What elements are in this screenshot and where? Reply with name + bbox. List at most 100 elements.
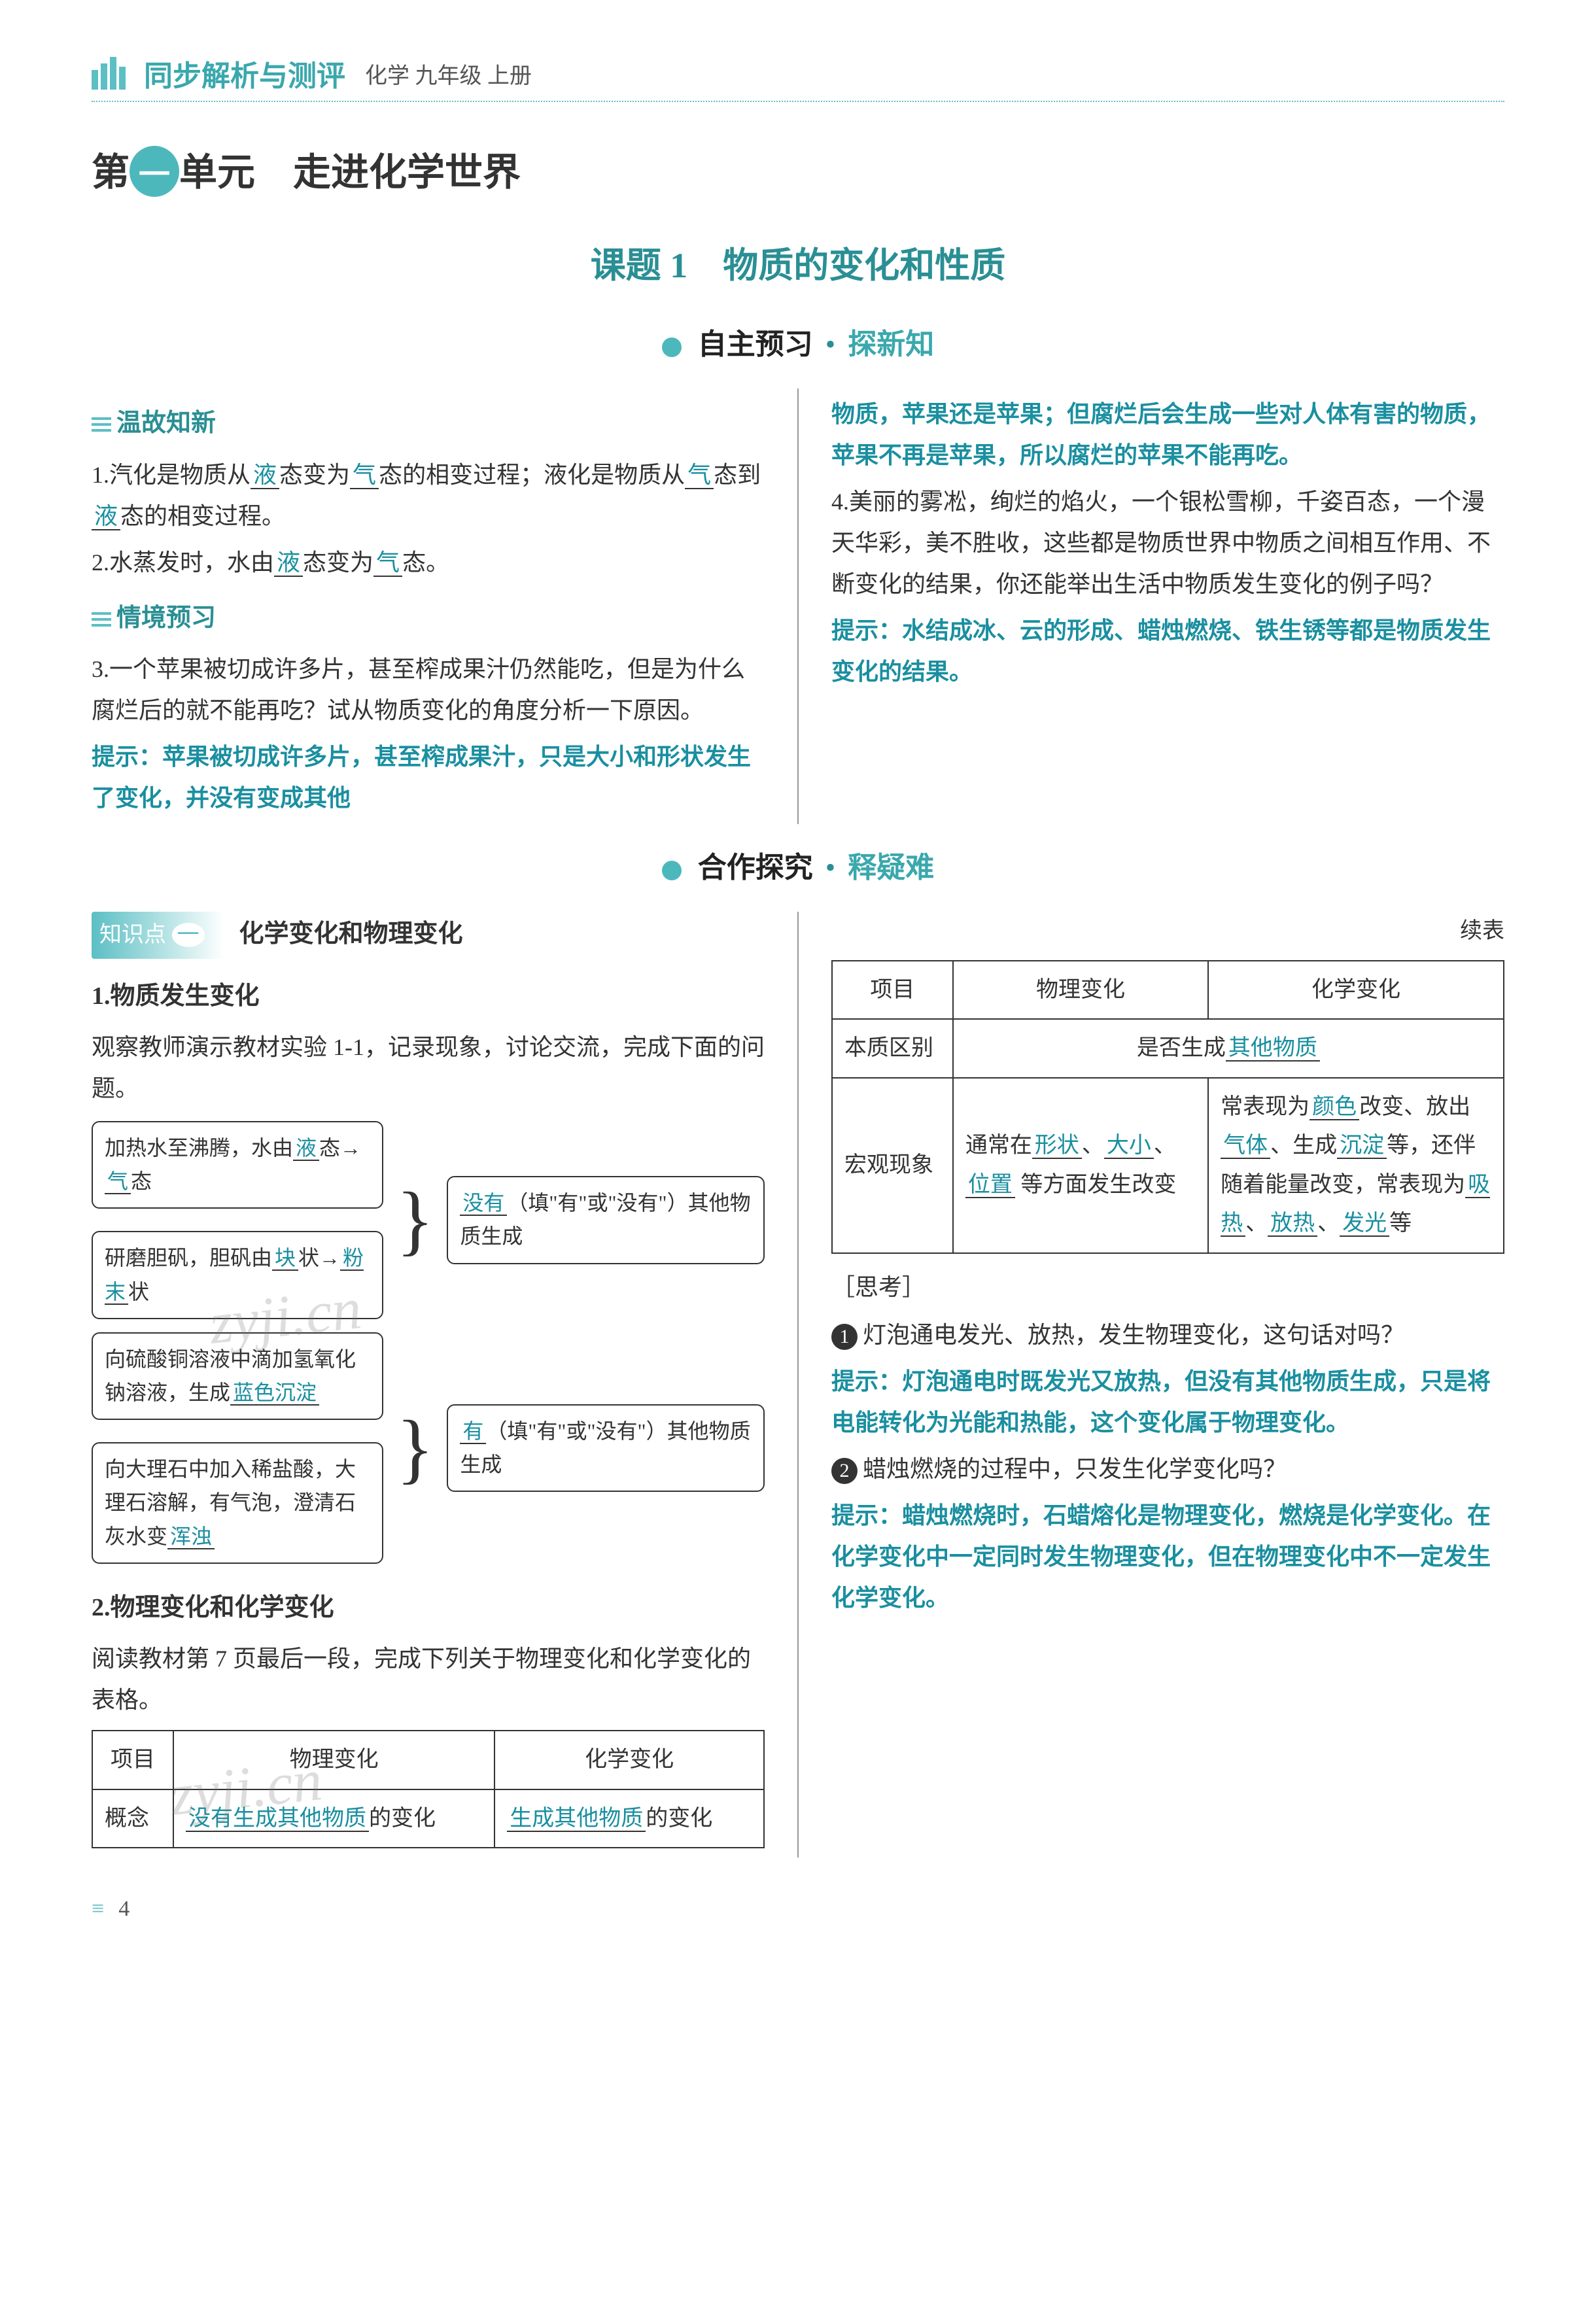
td-physical-concept: 没有生成其他物质的变化 bbox=[173, 1789, 494, 1848]
blank: 气 bbox=[685, 462, 714, 489]
q3: 3.一个苹果被切成许多片，甚至榨成果汁仍然能吃，但是为什么腐烂后的就不能再吃？试… bbox=[92, 649, 765, 731]
blank: 沉淀 bbox=[1337, 1133, 1387, 1159]
td-macro-physical: 通常在形状、大小、位置 等方面发生改变 bbox=[953, 1078, 1208, 1253]
blank: 生成其他物质 bbox=[507, 1806, 646, 1832]
coop-col-left: 知识点 一 化学变化和物理变化 1.物质发生变化 观察教师演示教材实验 1-1，… bbox=[92, 912, 765, 1857]
column-divider bbox=[797, 389, 799, 824]
q4-hint: 提示：水结成冰、云的形成、蜡烛燃烧、铁生锈等都是物质发生变化的结果。 bbox=[831, 610, 1504, 693]
blank: 块 bbox=[272, 1246, 298, 1271]
blank: 其他物质 bbox=[1226, 1036, 1320, 1062]
page-header: 同步解析与测评 化学 九年级 上册 bbox=[92, 52, 1504, 102]
coop-columns: 知识点 一 化学变化和物理变化 1.物质发生变化 观察教师演示教材实验 1-1，… bbox=[92, 912, 1504, 1857]
sub2-text: 阅读教材第 7 页最后一段，完成下列关于物理变化和化学变化的表格。 bbox=[92, 1638, 765, 1721]
unit-badge: 一 bbox=[130, 146, 179, 197]
blank: 颜色 bbox=[1310, 1095, 1359, 1120]
th-chemical: 化学变化 bbox=[494, 1731, 764, 1789]
blank: 形状 bbox=[1032, 1133, 1082, 1159]
blank: 气 bbox=[105, 1169, 131, 1194]
th-item: 项目 bbox=[92, 1731, 173, 1789]
blank: 浑浊 bbox=[167, 1525, 215, 1549]
unit-title: 第一单元 走进化学世界 bbox=[92, 141, 1504, 197]
q1: 1.汽化是物质从液态变为气态的相变过程；液化是物质从气态到液态的相变过程。 bbox=[92, 455, 765, 537]
think-q1: 1灯泡通电发光、放热，发生物理变化，这句话对吗？ bbox=[831, 1315, 1504, 1356]
sub1-text: 观察教师演示教材实验 1-1，记录现象，讨论交流，完成下面的问题。 bbox=[92, 1027, 765, 1109]
sep-dot: • bbox=[825, 328, 835, 360]
subject-info: 化学 九年级 上册 bbox=[365, 58, 532, 90]
blank: 蓝色沉淀 bbox=[230, 1381, 319, 1406]
think-q2-hint: 提示：蜡烛燃烧时，石蜡熔化是物理变化，燃烧是化学变化。在化学变化中一定同时发生物… bbox=[831, 1495, 1504, 1619]
q4: 4.美丽的雾凇，绚烂的焰火，一个银松雪柳，千姿百态，一个漫天华彩，美不胜收，这些… bbox=[831, 481, 1504, 605]
bars-icon: ≡ bbox=[92, 1897, 107, 1921]
flow-result-1: 没有（填"有"或"没有"）其他物质生成 bbox=[447, 1176, 765, 1264]
bracket-icon: } bbox=[396, 1181, 434, 1259]
series-title: 同步解析与测评 bbox=[144, 52, 345, 94]
blank: 有 bbox=[460, 1419, 486, 1444]
td-concept: 概念 bbox=[92, 1789, 173, 1848]
flow-box-1: 加热水至沸腾，水由液态→气态 bbox=[92, 1121, 383, 1209]
sec1-left: 自主预习 bbox=[698, 328, 813, 360]
td-chemical-concept: 生成其他物质的变化 bbox=[494, 1789, 764, 1848]
table-row: 宏观现象 通常在形状、大小、位置 等方面发生改变 常表现为颜色改变、放出气体、生… bbox=[832, 1078, 1504, 1253]
blank: 发光 bbox=[1340, 1211, 1389, 1237]
unit-suffix: 单元 走进化学世界 bbox=[179, 151, 521, 194]
think-q1-hint: 提示：灯泡通电时既发光又放热，但没有其他物质生成，只是将电能转化为光能和热能，这… bbox=[831, 1361, 1504, 1443]
dot-icon bbox=[662, 861, 682, 880]
blank: 气 bbox=[373, 549, 402, 577]
blank: 液 bbox=[293, 1136, 319, 1161]
circled-1: 1 bbox=[831, 1324, 858, 1350]
th-chemical: 化学变化 bbox=[1208, 961, 1504, 1020]
books-icon bbox=[92, 57, 131, 90]
flow-box-2: 研磨胆矾，胆矾由块状→粉末状 bbox=[92, 1231, 383, 1319]
blank: 没有生成其他物质 bbox=[186, 1806, 369, 1832]
think-label: ［思考］ bbox=[831, 1267, 1504, 1308]
flow-box-4: 向大理石中加入稀盐酸，大理石溶解，有气泡，澄清石灰水变浑浊 bbox=[92, 1442, 383, 1564]
review-tag: 温故知新 bbox=[92, 402, 765, 445]
sub2: 2.物理变化和化学变化 bbox=[92, 1586, 765, 1630]
table-row: 本质区别 是否生成其他物质 bbox=[832, 1019, 1504, 1078]
flow-group-1: 加热水至沸腾，水由液态→气态 研磨胆矾，胆矾由块状→粉末状 } 没有（填"有"或… bbox=[92, 1114, 765, 1326]
unit-prefix: 第 bbox=[92, 151, 130, 194]
flow-box-3: 向硫酸铜溶液中滴加氢氧化钠溶液，生成蓝色沉淀 bbox=[92, 1332, 383, 1420]
page-number: ≡4 bbox=[92, 1897, 1504, 1922]
q3-hint-a: 提示：苹果被切成许多片，甚至榨成果汁，只是大小和形状发生了变化，并没有变成其他 bbox=[92, 736, 765, 819]
lesson-title: 课题 1 物质的变化和性质 bbox=[92, 236, 1504, 288]
section-coop-head: 合作探究 • 释疑难 bbox=[92, 844, 1504, 886]
sep-dot: • bbox=[825, 852, 835, 884]
knowledge-title: 化学变化和物理变化 bbox=[239, 920, 463, 948]
section-preview-head: 自主预习 • 探新知 bbox=[92, 320, 1504, 362]
preview-columns: 温故知新 1.汽化是物质从液态变为气态的相变过程；液化是物质从气态到液态的相变过… bbox=[92, 389, 1504, 824]
td-macro: 宏观现象 bbox=[832, 1078, 953, 1253]
page-num-value: 4 bbox=[118, 1897, 130, 1921]
table-2: 项目 物理变化 化学变化 本质区别 是否生成其他物质 宏观现象 通常在形状、大小… bbox=[831, 960, 1504, 1254]
td-macro-chemical: 常表现为颜色改变、放出气体、生成沉淀等，还伴随着能量改变，常表现为吸热、放热、发… bbox=[1208, 1078, 1504, 1253]
table-row: 项目 物理变化 化学变化 bbox=[832, 961, 1504, 1020]
th-item: 项目 bbox=[832, 961, 953, 1020]
blank: 气 bbox=[350, 462, 379, 489]
sec2-left: 合作探究 bbox=[698, 852, 813, 884]
blank: 大小 bbox=[1104, 1133, 1154, 1159]
kn-num: 一 bbox=[172, 923, 205, 947]
dot-icon bbox=[662, 337, 682, 357]
sec2-right: 释疑难 bbox=[848, 852, 934, 884]
preview-col-left: 温故知新 1.汽化是物质从液态变为气态的相变过程；液化是物质从气态到液态的相变过… bbox=[92, 389, 765, 824]
column-divider bbox=[797, 912, 799, 1857]
sub1: 1.物质发生变化 bbox=[92, 975, 765, 1018]
preview-col-right: 物质，苹果还是苹果；但腐烂后会生成一些对人体有害的物质，苹果不再是苹果，所以腐烂… bbox=[831, 389, 1504, 824]
blank: 气体 bbox=[1221, 1133, 1270, 1159]
flow-result-2: 有（填"有"或"没有"）其他物质生成 bbox=[447, 1404, 765, 1492]
knowledge-row: 知识点 一 化学变化和物理变化 bbox=[92, 912, 765, 959]
blank: 液 bbox=[92, 503, 120, 530]
table-row: 概念 没有生成其他物质的变化 生成其他物质的变化 bbox=[92, 1789, 764, 1848]
q3-hint-b: 物质，苹果还是苹果；但腐烂后会生成一些对人体有害的物质，苹果不再是苹果，所以腐烂… bbox=[831, 394, 1504, 476]
blank: 没有 bbox=[460, 1191, 507, 1216]
circled-2: 2 bbox=[831, 1458, 858, 1484]
th-physical: 物理变化 bbox=[173, 1731, 494, 1789]
flow-group-2: 向硫酸铜溶液中滴加氢氧化钠溶液，生成蓝色沉淀 向大理石中加入稀盐酸，大理石溶解，… bbox=[92, 1326, 765, 1570]
sec1-right: 探新知 bbox=[848, 328, 934, 360]
th-physical: 物理变化 bbox=[953, 961, 1208, 1020]
blank: 液 bbox=[251, 462, 279, 489]
coop-col-right: 续表 项目 物理变化 化学变化 本质区别 是否生成其他物质 宏观现象 通常在形状… bbox=[831, 912, 1504, 1857]
blank: 位置 bbox=[965, 1173, 1015, 1198]
table-1: 项目 物理变化 化学变化 概念 没有生成其他物质的变化 生成其他物质的变化 bbox=[92, 1730, 765, 1848]
think-q2: 2蜡烛燃烧的过程中，只发生化学变化吗？ bbox=[831, 1449, 1504, 1490]
